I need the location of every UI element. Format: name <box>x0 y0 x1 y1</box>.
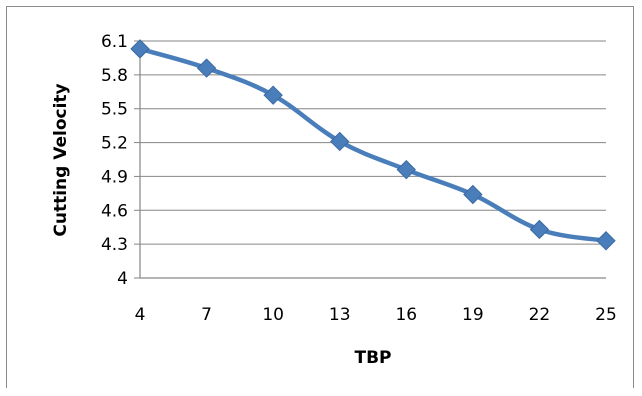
x-axis-title: TBP <box>354 348 391 368</box>
x-tick-label: 13 <box>329 305 351 325</box>
x-tick-label: 10 <box>262 305 284 325</box>
y-axis-title: Cutting Velocity <box>51 83 71 236</box>
y-tick-label: 5.8 <box>101 66 128 86</box>
data-point-marker <box>529 219 550 240</box>
x-tick-label: 16 <box>395 305 417 325</box>
gridlines <box>134 40 606 279</box>
y-tick-label: 6.1 <box>101 32 128 52</box>
x-tick-label: 4 <box>135 305 146 325</box>
x-tick-label: 7 <box>201 305 212 325</box>
data-point-marker <box>196 58 217 78</box>
y-tick-label: 5.2 <box>101 134 128 154</box>
data-point-marker <box>463 184 483 205</box>
y-axis-ticks: 6.1 5.8 5.5 5.2 4.9 4.6 4.3 4 <box>101 32 128 289</box>
data-point-marker <box>330 131 350 152</box>
x-tick-label: 19 <box>462 305 484 325</box>
y-tick-label: 5.5 <box>101 100 128 120</box>
series-line <box>137 46 609 244</box>
chart-frame <box>6 6 634 388</box>
x-tick-label: 25 <box>595 305 617 325</box>
x-axis-ticks: 4 7 10 13 16 19 22 25 <box>135 305 617 325</box>
x-tick-label: 22 <box>529 305 551 325</box>
y-tick-label: 4.6 <box>101 201 128 221</box>
data-point-marker <box>596 231 616 251</box>
y-tick-label: 4.3 <box>101 235 128 255</box>
data-point-marker <box>130 39 150 59</box>
data-point-marker <box>263 85 283 105</box>
data-point-marker <box>396 159 416 180</box>
y-tick-label: 4.9 <box>101 167 128 187</box>
series <box>130 39 616 251</box>
y-tick-label: 4 <box>117 269 128 289</box>
